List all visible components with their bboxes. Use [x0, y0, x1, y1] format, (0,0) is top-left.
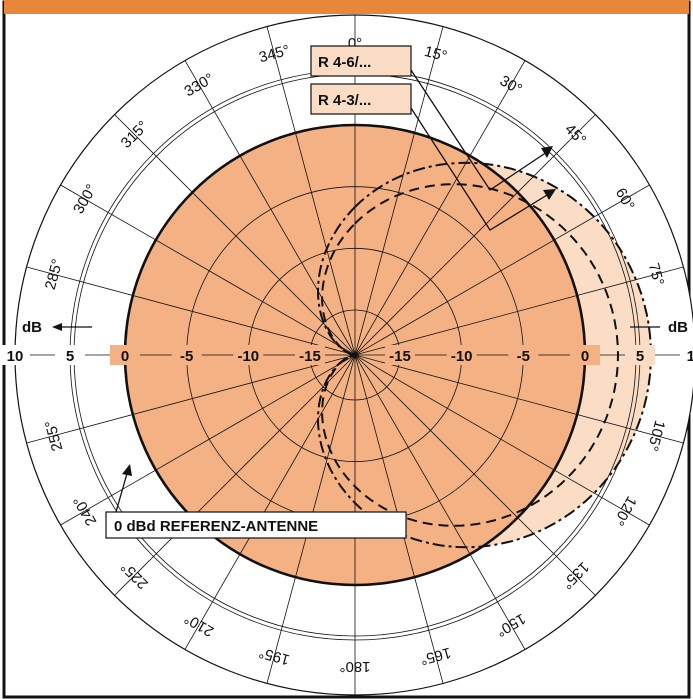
- spoke-150: [354, 354, 526, 650]
- scale-left-4: -10: [237, 348, 259, 365]
- scale-right-1: -10: [451, 348, 473, 365]
- scale-right-2: -5: [517, 348, 530, 365]
- spoke-300: [60, 184, 356, 356]
- scale-right-bg-1: [446, 345, 477, 365]
- scale-left-1: 5: [66, 348, 74, 365]
- scale-right-bg-5: [680, 345, 693, 365]
- angle-label-15: 15°: [422, 43, 448, 65]
- spoke-285: [26, 266, 356, 356]
- scale-right-bg-4: [625, 345, 655, 365]
- legend-r43-label: R 4-3/...: [318, 92, 371, 109]
- reference-label: 0 dBd REFERENZ-ANTENNE: [114, 518, 318, 535]
- leader-r43-head: [543, 189, 556, 200]
- frame-top-band: [4, 0, 689, 14]
- legend-r46-box: [310, 45, 412, 77]
- spoke-105: [354, 354, 684, 444]
- scale-left-bg-1: [55, 345, 85, 365]
- scale-left-bg-2: [110, 345, 140, 365]
- scale-left-3: -5: [180, 348, 193, 365]
- reference-leader-head: [122, 464, 132, 476]
- scale-left-5: -15: [299, 348, 321, 365]
- reference-leader: [115, 469, 129, 513]
- scale-right-bg-2: [508, 345, 539, 365]
- scale-right-bg-0: [385, 345, 415, 365]
- angle-label-75: 75°: [645, 261, 667, 287]
- angle-label-180: 180°: [339, 658, 370, 675]
- db-unit-right: dB: [668, 319, 688, 336]
- spoke-255: [26, 354, 356, 444]
- scale-right-bg-3: [570, 345, 600, 365]
- scale-left-bg-4: [233, 345, 264, 365]
- db-arrow-left-head: [52, 323, 62, 331]
- scale-right-3: 0: [581, 348, 589, 365]
- spoke-315: [114, 114, 356, 356]
- legend-r46-label: R 4-6/...: [318, 54, 371, 71]
- scale-left-bg-3: [171, 345, 202, 365]
- pattern-r43-line: [321, 183, 620, 527]
- spoke-120: [354, 354, 650, 526]
- db-unit-left: dB: [22, 319, 42, 336]
- legend-r43-box: [310, 83, 412, 115]
- scale-left-2: 0: [121, 348, 129, 365]
- scale-right-5: 10: [687, 348, 693, 365]
- scale-right-0: -15: [389, 348, 411, 365]
- spoke-75: [354, 266, 684, 356]
- scale-left-bg-0: [0, 345, 30, 365]
- spoke-225: [114, 354, 356, 596]
- spoke-240: [60, 354, 356, 526]
- scale-right-4: 5: [636, 348, 644, 365]
- spoke-345: [266, 26, 356, 356]
- spoke-210: [184, 354, 356, 650]
- leader-r46-head: [541, 146, 553, 158]
- spoke-30: [354, 60, 526, 356]
- leader-r46: [410, 69, 551, 191]
- scale-left-0: 10: [7, 348, 24, 365]
- spoke-45: [354, 114, 596, 356]
- scale-left-bg-5: [295, 345, 325, 365]
- spoke-60: [354, 184, 650, 356]
- leader-r43: [410, 107, 553, 231]
- spoke-330: [184, 60, 356, 356]
- spoke-135: [354, 354, 596, 596]
- reference-label-box: [105, 511, 407, 539]
- spoke-15: [354, 26, 444, 356]
